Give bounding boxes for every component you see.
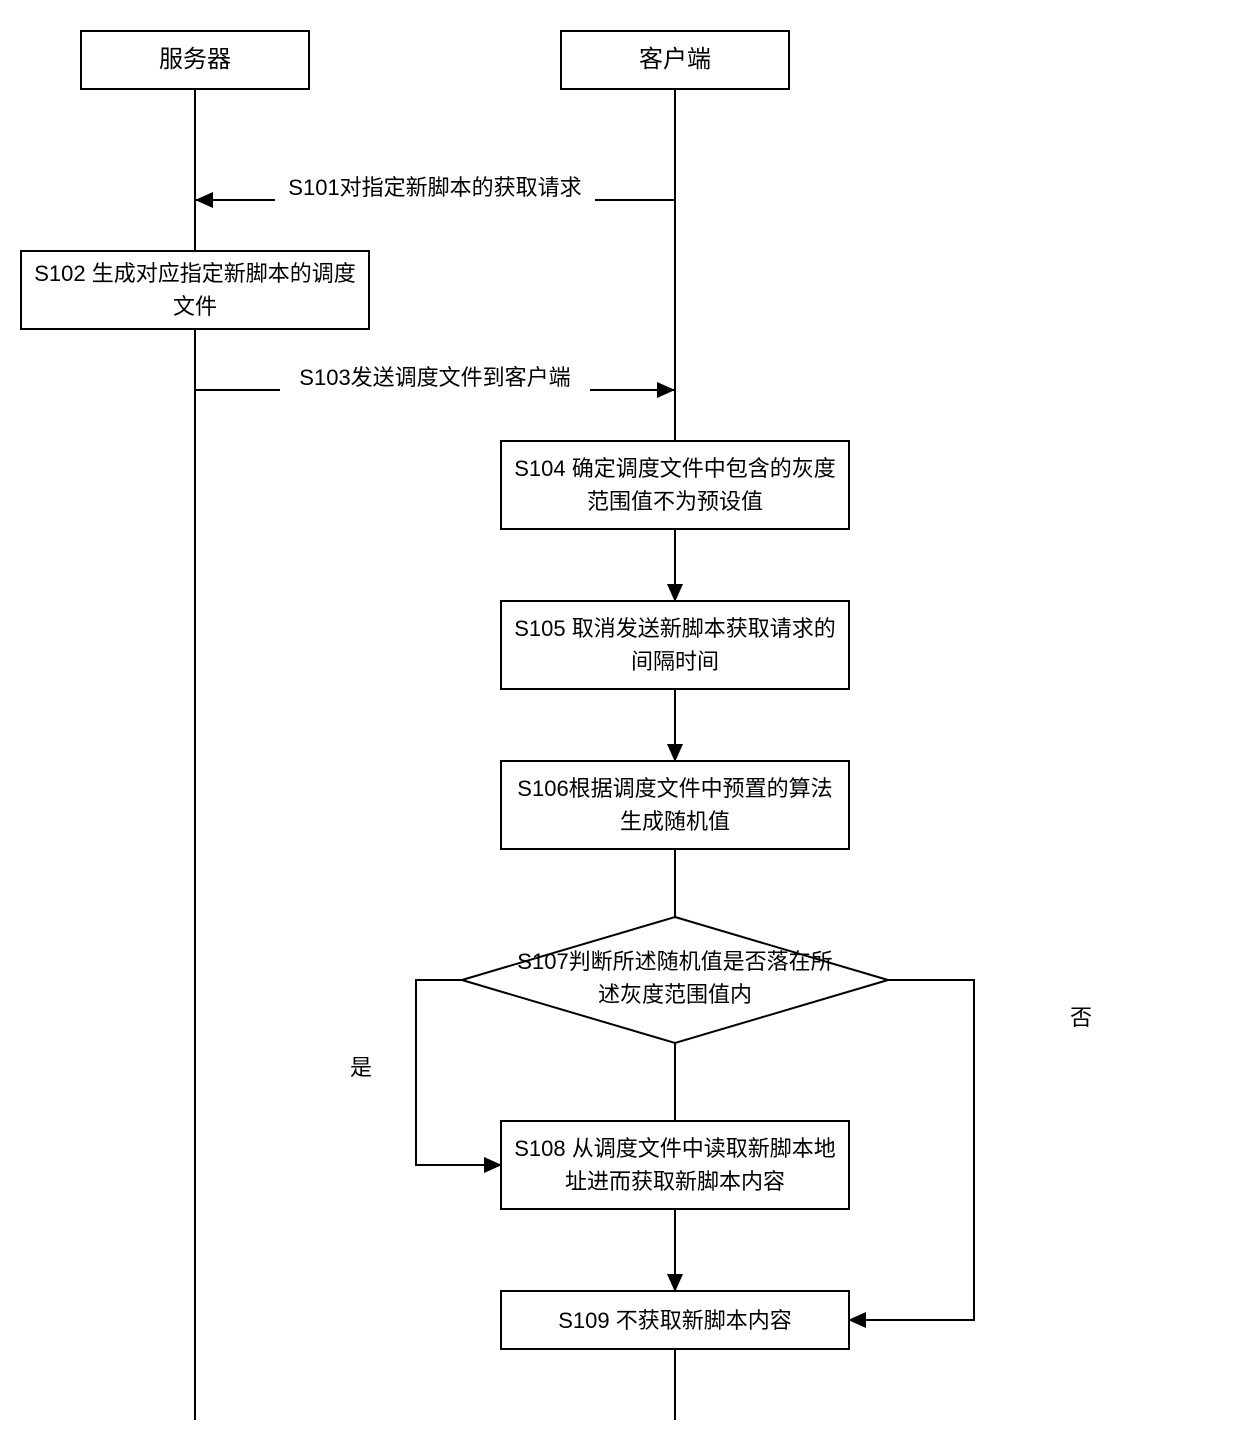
conn-s107-left-v — [415, 979, 417, 1165]
step-s105: S105 取消发送新脚本获取请求的间隔时间 — [500, 600, 850, 690]
actor-server-label: 服务器 — [159, 42, 231, 78]
step-s106-text: S106根据调度文件中预置的算法生成随机值 — [514, 772, 836, 838]
actor-client-label: 客户端 — [639, 42, 711, 78]
msg-s103-arrow — [657, 382, 675, 398]
conn-s107-right-arrow — [848, 1312, 866, 1328]
step-s108-text: S108 从调度文件中读取新脚本地址进而获取新脚本内容 — [514, 1132, 836, 1198]
actor-client: 客户端 — [560, 30, 790, 90]
msg-s101-label: S101对指定新脚本的获取请求 — [275, 170, 595, 202]
step-s107-text: S107判断所述随机值是否落在所述灰度范围值内 — [510, 945, 840, 1011]
step-s105-text: S105 取消发送新脚本获取请求的间隔时间 — [514, 612, 836, 678]
branch-yes-label: 是 — [350, 1050, 372, 1082]
conn-s107-right-h2 — [850, 1319, 975, 1321]
step-s108: S108 从调度文件中读取新脚本地址进而获取新脚本内容 — [500, 1120, 850, 1210]
step-s107: S107判断所述随机值是否落在所述灰度范围值内 — [460, 915, 890, 1045]
step-s104: S104 确定调度文件中包含的灰度范围值不为预设值 — [500, 440, 850, 530]
step-s102: S102 生成对应指定新脚本的调度文件 — [20, 250, 370, 330]
conn-s107-right-v — [973, 979, 975, 1320]
msg-s101-arrow — [195, 192, 213, 208]
conn-s107-right-h — [888, 979, 975, 981]
conn-s107-left-h — [415, 979, 462, 981]
step-s106: S106根据调度文件中预置的算法生成随机值 — [500, 760, 850, 850]
actor-server: 服务器 — [80, 30, 310, 90]
msg-s103-label: S103发送调度文件到客户端 — [280, 360, 590, 392]
step-s102-text: S102 生成对应指定新脚本的调度文件 — [34, 257, 356, 323]
step-s109: S109 不获取新脚本内容 — [500, 1290, 850, 1350]
step-s104-text: S104 确定调度文件中包含的灰度范围值不为预设值 — [514, 452, 836, 518]
sequence-diagram: 服务器 客户端 S101对指定新脚本的获取请求 S102 生成对应指定新脚本的调… — [0, 0, 1240, 1445]
conn-s106-s107 — [674, 850, 676, 925]
step-s109-text: S109 不获取新脚本内容 — [558, 1304, 792, 1337]
branch-no-label: 否 — [1070, 1000, 1092, 1032]
